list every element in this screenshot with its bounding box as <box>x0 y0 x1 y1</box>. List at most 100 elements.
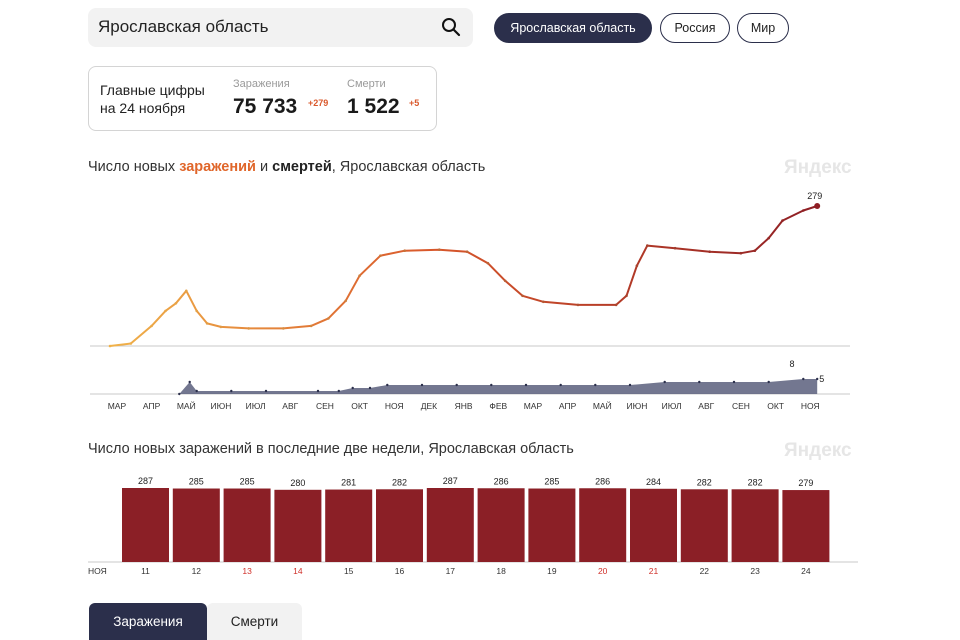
x-tick-label-7: ОКТ <box>351 401 368 411</box>
bar-12 <box>172 488 220 562</box>
bar-23 <box>731 489 779 562</box>
search-input[interactable]: Ярославская область <box>88 8 473 47</box>
cases-point-33 <box>781 219 784 222</box>
infections-delta: +279 <box>308 98 329 108</box>
bar-21 <box>630 488 677 562</box>
cases-point-11 <box>309 324 313 328</box>
tab-deaths[interactable]: Смерти <box>207 603 302 640</box>
x-tick-label-1: АПР <box>143 401 161 411</box>
chart1-title-suffix: , Ярославская область <box>331 159 486 175</box>
bar-15 <box>325 489 373 562</box>
x-tick-label-0: МАР <box>108 401 127 411</box>
x-tick-label-13: АПР <box>559 401 577 411</box>
cases-point-28 <box>673 246 677 250</box>
cases-point-29 <box>708 250 711 253</box>
x-tick-label-9: ДЕК <box>421 401 437 411</box>
deaths-series-area <box>179 379 818 394</box>
cases-point-20 <box>503 279 507 283</box>
bar-x-label-18: 18 <box>496 566 506 576</box>
x-tick-label-11: ФЕВ <box>489 401 507 411</box>
cases-point-21 <box>521 294 524 298</box>
yandex-watermark-2: Яндекс <box>784 440 852 461</box>
deaths-label: Смерти <box>347 78 386 90</box>
bar-16 <box>376 489 423 562</box>
bar-17 <box>426 488 474 562</box>
bar-value-label-11: 287 <box>138 476 153 486</box>
x-tick-label-20: НОЯ <box>801 401 820 411</box>
deaths-point-6 <box>337 389 340 393</box>
region-pill-yaroslavl[interactable]: Ярославская область <box>494 13 652 43</box>
chart2-title: Число новых заражений в последние две не… <box>88 441 574 457</box>
deaths-point-15 <box>594 383 597 387</box>
x-tick-label-16: ИЮЛ <box>662 401 682 411</box>
cases-point-13 <box>344 299 348 303</box>
cases-point-26 <box>635 264 639 267</box>
bar-x-label-12: 12 <box>192 566 202 576</box>
x-tick-label-14: МАЙ <box>593 400 612 411</box>
cases-point-32 <box>767 236 770 240</box>
bar-24 <box>782 490 830 562</box>
bar-x-label-15: 15 <box>344 566 354 576</box>
cases-point-34 <box>802 209 805 212</box>
chart1-title-mid: и <box>255 159 273 175</box>
deaths-point-8 <box>368 386 372 390</box>
cases-point-23 <box>576 303 580 307</box>
x-tick-label-3: ИЮН <box>211 401 232 411</box>
deaths-point-14 <box>559 383 562 387</box>
chart1-title: Число новых заражений и смертей, Ярослав… <box>88 159 485 175</box>
cases-series-line <box>109 205 818 347</box>
bar-13 <box>223 488 271 562</box>
x-tick-label-19: ОКТ <box>767 401 784 411</box>
deaths-point-22 <box>816 377 819 381</box>
bar-18 <box>477 488 525 562</box>
cases-point-8 <box>219 325 223 329</box>
cases-point-18 <box>465 250 469 253</box>
x-tick-label-10: ЯНВ <box>455 401 473 411</box>
cases-point-16 <box>403 249 407 252</box>
cases-point-7 <box>205 322 209 325</box>
bar-x-prefix-label: НОЯ <box>88 566 107 576</box>
cases-point-25 <box>625 294 628 298</box>
deaths-point-12 <box>490 383 493 387</box>
bar-20 <box>579 488 627 562</box>
deaths-point-13 <box>524 383 528 387</box>
cases-point-0 <box>108 344 112 348</box>
cases-point-19 <box>486 261 490 265</box>
deaths-point-2 <box>195 389 198 393</box>
tab-infections[interactable]: Заражения <box>89 603 207 640</box>
chart1-title-infections: заражений <box>179 159 256 175</box>
region-pill-world[interactable]: Мир <box>737 13 789 43</box>
region-pill-russia[interactable]: Россия <box>660 13 730 43</box>
cases-point-6 <box>195 309 198 313</box>
deaths-point-9 <box>386 383 389 387</box>
bar-x-label-21: 21 <box>649 566 659 576</box>
bar-x-label-13: 13 <box>242 566 252 576</box>
bar-x-label-17: 17 <box>446 566 456 576</box>
cases-deaths-chart: 279 5 8 МАР АПР МАЙ ИЮН ИЮЛ АВГ СЕН ОКТ НОЯ ДЕК ЯНВ ФЕ… <box>90 191 850 411</box>
x-tick-label-15: ИЮН <box>627 401 648 411</box>
x-tick-label-4: ИЮЛ <box>246 401 266 411</box>
cases-point-2 <box>150 324 153 328</box>
summary-title: Главные цифры на 24 ноября <box>100 82 205 116</box>
cases-point-24 <box>614 303 618 307</box>
search-icon[interactable] <box>441 17 461 37</box>
chart1-title-deaths: смертей <box>272 159 332 175</box>
x-tick-label-18: СЕН <box>732 401 750 411</box>
bar-value-label-16: 282 <box>392 477 407 487</box>
deaths-last-label: 5 <box>819 374 824 384</box>
bar-x-label-22: 22 <box>700 566 710 576</box>
summary-card: Главные цифры на 24 ноября Заражения 75 … <box>88 66 437 131</box>
x-tick-label-6: СЕН <box>316 401 334 411</box>
x-tick-label-8: НОЯ <box>385 401 404 411</box>
bar-value-label-21: 284 <box>646 477 661 487</box>
deaths-peak-label: 8 <box>789 359 794 369</box>
bar-14 <box>274 489 322 562</box>
bar-x-label-14: 14 <box>293 566 303 576</box>
deaths-value: 1 522 <box>347 95 400 118</box>
bar-x-label-16: 16 <box>395 566 405 576</box>
cases-point-3 <box>164 309 167 313</box>
deaths-point-18 <box>698 380 701 384</box>
chart1-title-prefix: Число новых <box>88 159 180 175</box>
bar-22 <box>680 489 728 562</box>
deaths-point-10 <box>420 383 424 387</box>
